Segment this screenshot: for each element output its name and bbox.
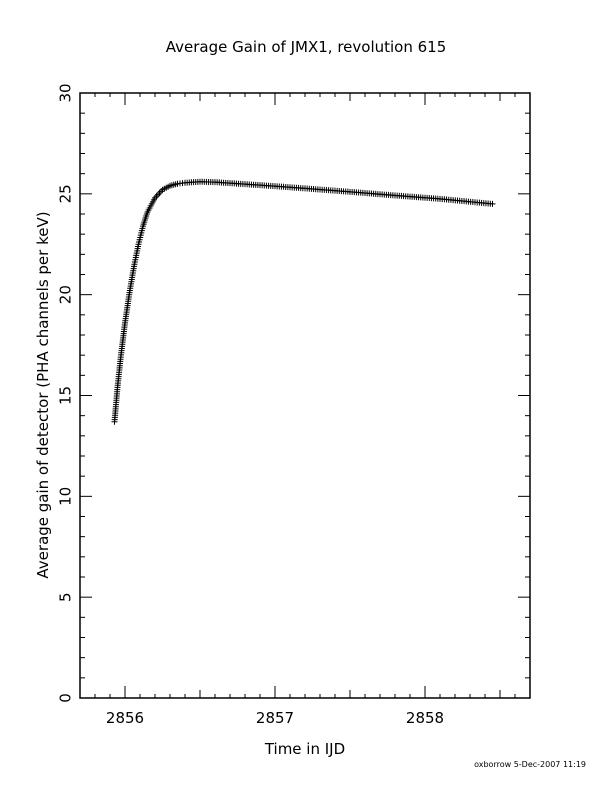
data-point — [489, 200, 496, 207]
y-tick-label: 0 — [57, 693, 75, 703]
x-axis-label: Time in IJD — [264, 740, 346, 758]
y-tick-label: 10 — [57, 487, 75, 506]
chart-title: Average Gain of JMX1, revolution 615 — [165, 38, 447, 56]
y-tick-label: 30 — [57, 83, 75, 102]
y-axis-label: Average gain of detector (PHA channels p… — [34, 211, 52, 579]
y-tick-label: 15 — [57, 386, 75, 405]
x-tick-label: 2857 — [256, 709, 294, 727]
y-tick-label: 5 — [57, 592, 75, 602]
y-tick-label: 25 — [57, 184, 75, 203]
plot-frame — [79, 92, 531, 699]
x-tick-label: 2856 — [106, 709, 144, 727]
y-tick-label: 20 — [57, 285, 75, 304]
x-tick-label: 2858 — [406, 709, 444, 727]
footer-timestamp: oxborrow 5-Dec-2007 11:19 — [474, 760, 586, 769]
